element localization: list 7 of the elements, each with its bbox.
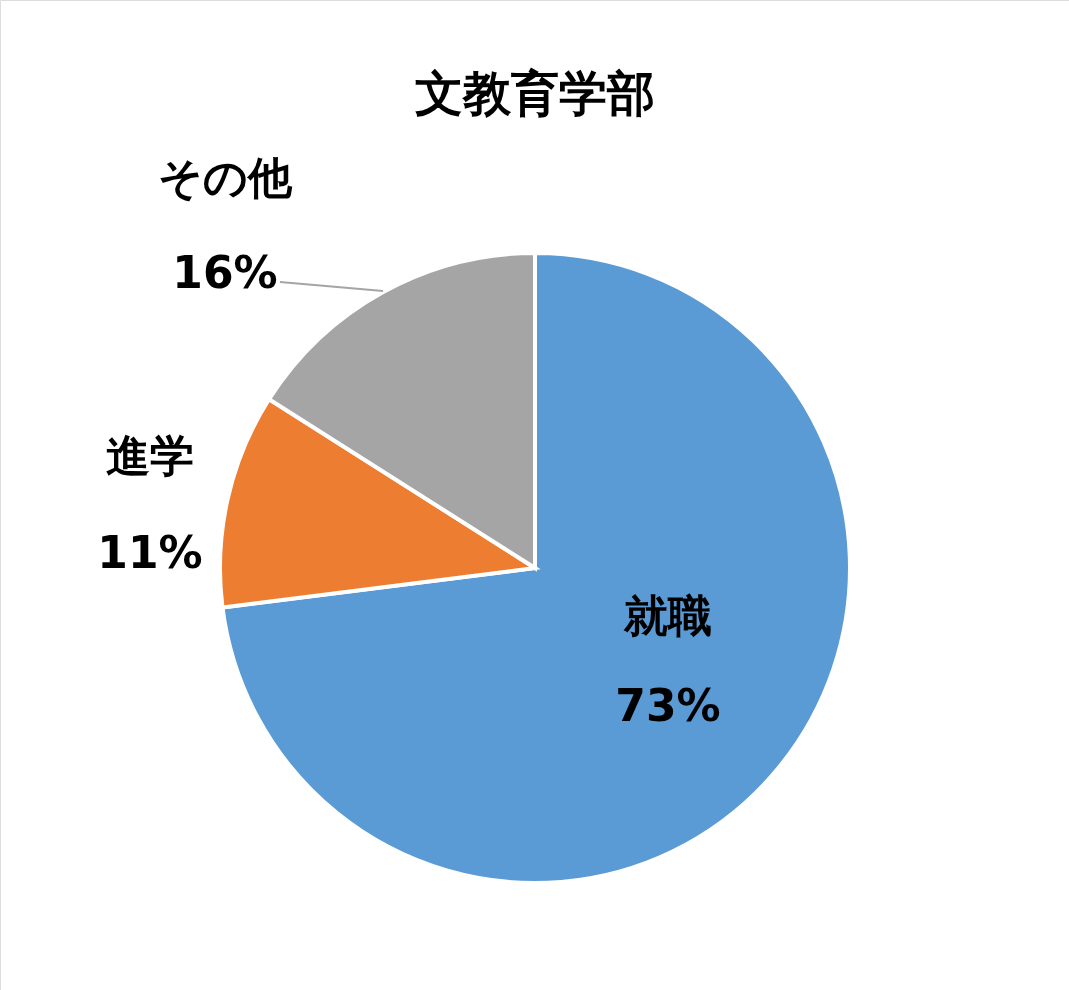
data-label: 11% xyxy=(97,527,203,578)
slice-label: その他 xyxy=(158,152,293,203)
slice-label: 就職 xyxy=(623,590,712,641)
chart-title: 文教育学部 xyxy=(414,65,655,121)
data-label: 73% xyxy=(615,680,721,731)
slice-label: 進学 xyxy=(106,430,194,481)
data-label: 16% xyxy=(172,247,278,298)
